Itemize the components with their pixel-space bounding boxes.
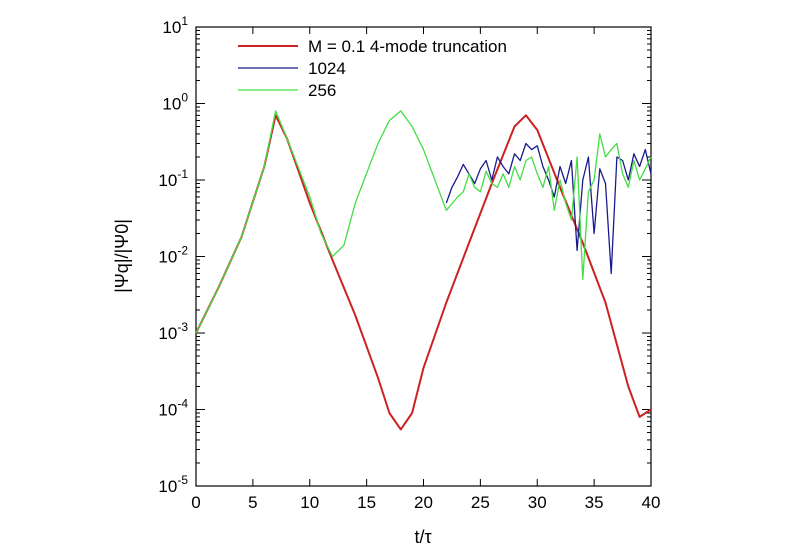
y-tick-label: 10-1: [158, 167, 188, 190]
series-line-1: [445, 142, 652, 275]
x-axis-label: t/τ: [414, 527, 431, 547]
series-layer: [195, 110, 652, 431]
y-tick-label: 10-5: [158, 473, 188, 496]
y-axis-label: |Ψq|/|Ψ0|: [112, 219, 132, 293]
legend-label: 1024: [308, 59, 346, 78]
y-tick-label: 10-2: [158, 244, 188, 267]
y-tick-label: 10-3: [158, 320, 188, 343]
legend: M = 0.1 4-mode truncation 1024 256: [238, 37, 507, 100]
y-tick-label: 10-4: [158, 397, 188, 420]
legend-label: M = 0.1 4-mode truncation: [308, 37, 507, 56]
x-tick-label: 5: [248, 493, 257, 512]
plot-frame: [195, 26, 652, 487]
series-line-2: [195, 110, 652, 334]
x-ticks: 0 5 10 15 20 25 30 35 40: [191, 27, 660, 512]
x-tick-label: 30: [528, 493, 547, 512]
x-tick-label: 25: [471, 493, 490, 512]
x-tick-label: 35: [585, 493, 604, 512]
x-tick-label: 40: [642, 493, 661, 512]
y-tick-label: 100: [162, 91, 188, 114]
legend-label: 256: [308, 81, 336, 100]
x-tick-label: 15: [357, 493, 376, 512]
y-ticks: 10-5 10-4 10-3 10-2 10-1 100 101: [158, 14, 651, 496]
x-tick-label: 20: [414, 493, 433, 512]
x-tick-label: 0: [191, 493, 200, 512]
y-tick-label: 101: [162, 14, 188, 37]
x-tick-label: 10: [300, 493, 319, 512]
